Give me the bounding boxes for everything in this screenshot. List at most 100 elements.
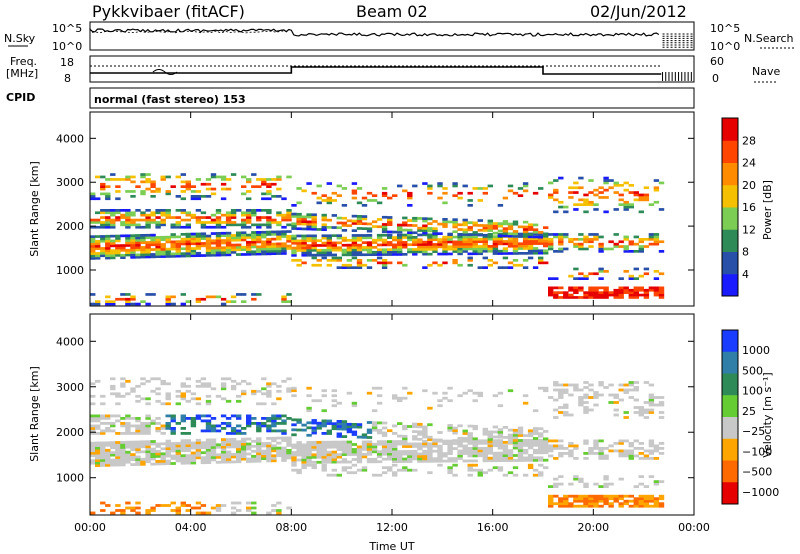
power-ylabel: Slant Range [km] xyxy=(28,161,41,257)
data-cell xyxy=(276,417,282,420)
data-cell xyxy=(618,288,624,292)
data-cell xyxy=(90,245,96,248)
data-cell xyxy=(462,391,468,395)
data-cell xyxy=(271,237,277,241)
data-cell xyxy=(392,253,398,256)
data-cell xyxy=(170,447,176,450)
data-cell xyxy=(241,440,247,443)
data-cell xyxy=(568,449,574,453)
data-cell xyxy=(432,247,438,251)
data-cell xyxy=(527,228,534,231)
data-cell xyxy=(115,249,121,252)
data-cell xyxy=(276,397,282,401)
data-cell xyxy=(170,247,176,251)
data-cell xyxy=(563,388,569,392)
data-cell xyxy=(512,234,519,238)
data-cell xyxy=(442,452,448,455)
data-cell xyxy=(628,396,634,399)
data-cell xyxy=(427,235,433,239)
data-cell xyxy=(140,462,146,466)
data-cell xyxy=(417,250,423,254)
data-cell xyxy=(296,212,302,216)
data-cell xyxy=(376,238,383,242)
data-cell xyxy=(326,429,332,433)
data-cell xyxy=(412,248,418,251)
data-cell xyxy=(543,251,549,255)
data-cell xyxy=(553,416,559,419)
data-cell xyxy=(603,210,609,214)
data-cell xyxy=(150,243,156,247)
data-cell xyxy=(336,448,342,451)
data-cell xyxy=(261,449,267,453)
data-cell xyxy=(512,242,519,246)
data-cell xyxy=(165,216,171,219)
data-cell xyxy=(241,455,247,458)
data-cell xyxy=(296,241,302,245)
data-cell xyxy=(256,250,262,253)
data-cell xyxy=(402,427,408,431)
data-cell xyxy=(633,406,639,409)
data-cell xyxy=(155,427,161,430)
data-cell xyxy=(130,453,136,456)
data-cell xyxy=(467,439,473,443)
data-cell xyxy=(230,432,237,435)
data-cell xyxy=(246,209,252,212)
data-cell xyxy=(442,396,448,400)
data-cell xyxy=(306,222,312,226)
data-cell xyxy=(497,451,504,455)
data-cell xyxy=(457,439,463,443)
data-cell xyxy=(266,216,272,219)
data-cell xyxy=(200,195,207,198)
data-cell xyxy=(130,506,136,510)
data-cell xyxy=(230,223,237,227)
data-cell xyxy=(125,241,131,245)
data-cell xyxy=(477,473,483,477)
data-cell xyxy=(261,178,267,181)
data-cell xyxy=(512,240,519,243)
data-cell xyxy=(598,454,604,458)
data-cell xyxy=(432,250,438,253)
data-cell xyxy=(336,425,342,428)
data-cell xyxy=(261,233,267,236)
data-cell xyxy=(356,460,363,464)
data-cell xyxy=(452,218,458,221)
data-cell xyxy=(422,227,428,230)
data-cell xyxy=(311,455,317,459)
data-cell xyxy=(180,218,186,222)
data-cell xyxy=(170,501,176,505)
data-cell xyxy=(110,256,116,260)
data-cell xyxy=(230,511,237,515)
data-cell xyxy=(397,245,403,249)
data-cell xyxy=(392,424,398,428)
data-cell xyxy=(387,261,393,265)
data-cell xyxy=(135,455,141,459)
data-cell xyxy=(452,182,458,185)
data-cell xyxy=(512,252,519,255)
data-cell xyxy=(105,244,111,248)
data-cell xyxy=(331,427,337,431)
data-cell xyxy=(553,198,559,202)
data-cell xyxy=(417,442,423,446)
data-cell xyxy=(296,220,302,223)
data-cell xyxy=(517,456,524,460)
data-cell xyxy=(658,181,665,185)
data-cell xyxy=(648,403,655,407)
data-cell xyxy=(150,509,156,512)
data-cell xyxy=(276,237,282,241)
data-cell xyxy=(412,243,418,246)
data-cell xyxy=(381,452,388,456)
data-cell xyxy=(658,288,665,292)
data-cell xyxy=(276,247,282,251)
data-cell xyxy=(507,456,514,460)
data-cell xyxy=(165,427,171,430)
data-cell xyxy=(185,187,191,191)
data-cell xyxy=(376,429,383,432)
data-cell xyxy=(482,191,488,195)
data-cell xyxy=(261,442,267,445)
data-cell xyxy=(427,248,433,251)
data-cell xyxy=(452,463,458,467)
data-cell xyxy=(195,443,202,447)
data-cell xyxy=(160,213,166,217)
data-cell xyxy=(437,240,443,244)
data-cell xyxy=(653,240,660,244)
